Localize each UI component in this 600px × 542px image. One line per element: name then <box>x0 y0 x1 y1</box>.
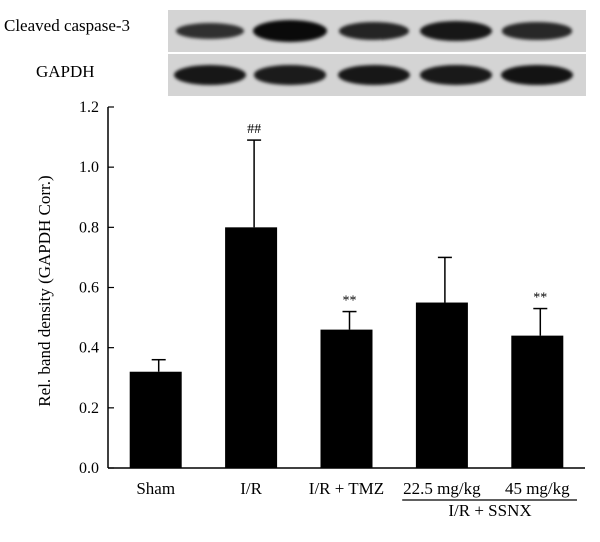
x-tick-label: 45 mg/kg <box>505 479 570 498</box>
y-tick-label: 0.8 <box>79 219 99 236</box>
x-tick-label: 22.5 mg/kg <box>403 479 481 498</box>
bar <box>511 335 564 468</box>
blot-band <box>176 23 244 39</box>
x-tick-label: I/R <box>240 479 262 498</box>
blot-label-cleaved-caspase-3: Cleaved caspase-3 <box>4 16 131 35</box>
chart-bars: ## ** ** <box>129 122 564 468</box>
y-tick-label: 0.2 <box>79 400 99 417</box>
western-blot: Cleaved caspase-3 GAPDH <box>0 0 600 100</box>
x-tick-label: I/R + TMZ <box>309 479 384 498</box>
blot-band <box>500 64 574 86</box>
y-tick-label: 1.0 <box>79 159 99 176</box>
y-axis-label: Rel. band density (GAPDH Corr.) <box>35 175 54 406</box>
significance-mark: ## <box>247 122 261 137</box>
blot-band <box>420 21 492 41</box>
blot-band <box>420 65 492 85</box>
significance-mark: ** <box>343 294 357 309</box>
x-tick-label: Sham <box>136 479 175 498</box>
y-tick-label: 0.0 <box>79 460 99 477</box>
y-tick-label: 0.4 <box>79 340 99 357</box>
blot-band <box>174 65 246 85</box>
bar <box>320 329 373 468</box>
blot-band <box>339 22 409 40</box>
y-tick-label: 1.2 <box>79 99 99 116</box>
x-tick-labels: Sham I/R I/R + TMZ 22.5 mg/kg 45 mg/kg <box>136 479 577 501</box>
significance-mark: ** <box>533 291 547 306</box>
bar <box>415 302 468 468</box>
blot-strip-cleaved-caspase-3 <box>168 10 586 52</box>
blot-band <box>253 20 327 42</box>
bar <box>129 371 182 468</box>
blot-band <box>338 65 410 85</box>
blot-label-gapdh: GAPDH <box>36 62 95 81</box>
bar <box>225 227 278 468</box>
blot-band <box>502 22 572 40</box>
y-tick-label: 0.6 <box>79 280 99 297</box>
blot-strip-gapdh <box>168 54 586 96</box>
group-label: I/R + SSNX <box>448 501 531 520</box>
blot-band <box>254 65 326 85</box>
